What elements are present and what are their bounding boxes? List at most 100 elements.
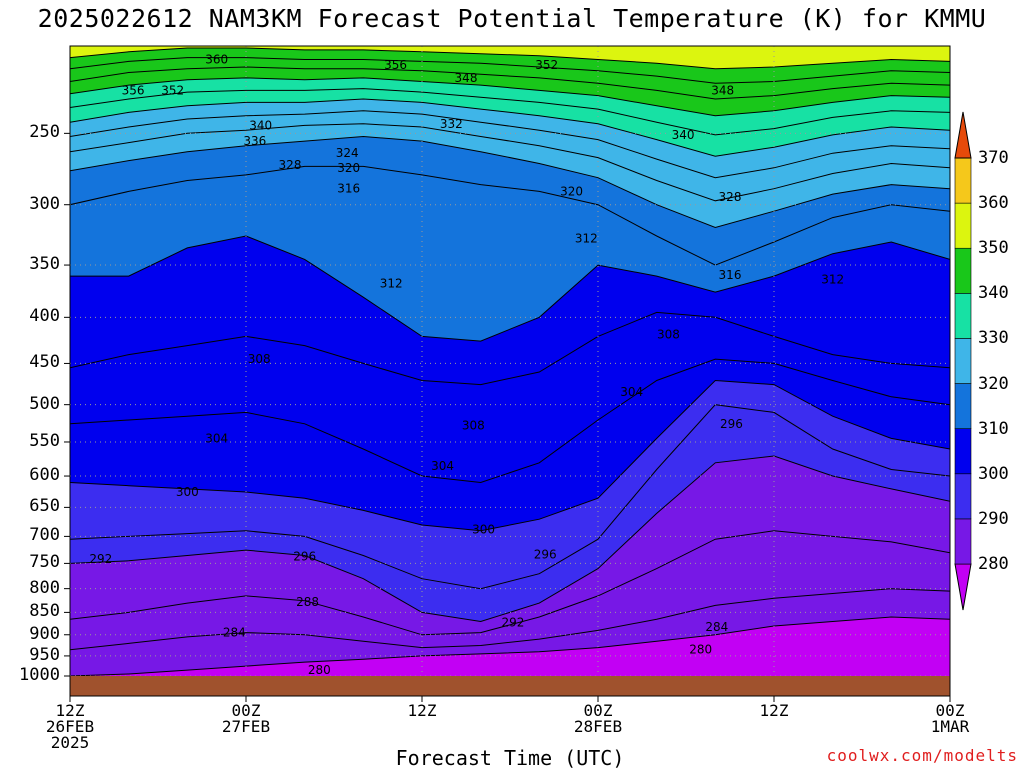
isentrope-352 (70, 47, 950, 70)
x-tick-label-12: 00Z 27FEB (201, 703, 291, 735)
isentrope-280 (70, 616, 950, 676)
y-tick-label-300: 300 (29, 193, 60, 214)
svg-text:304: 304 (620, 385, 643, 399)
x-tick-label-24: 12Z (377, 703, 467, 719)
y-tick-label-700: 700 (29, 525, 60, 546)
x-tick-label-line: 00Z (231, 701, 261, 720)
contour-label-17: 312 (575, 231, 598, 245)
isentrope-300 (70, 379, 950, 532)
x-tick-label-line: 00Z (935, 701, 965, 720)
contour-label-35: 284 (705, 620, 728, 634)
x-tick-label-line: 27FEB (221, 717, 271, 736)
contour-label-36: 284 (223, 626, 246, 640)
isentrope-340 (70, 77, 950, 117)
svg-text:292: 292 (501, 615, 524, 629)
svg-text:280: 280 (689, 643, 712, 657)
svg-text:340: 340 (249, 118, 272, 132)
contour-label-10: 336 (243, 134, 266, 148)
colorbar-label-320: 320 (978, 373, 1009, 394)
x-tick-label-line: 1MAR (930, 717, 970, 736)
svg-text:356: 356 (122, 83, 145, 97)
contour-label-27: 304 (431, 459, 454, 473)
contour-label-0: 360 (205, 52, 228, 66)
colorbar-segment-290 (954, 473, 972, 520)
colorbar-label-290: 290 (978, 508, 1009, 529)
colorbar-label-330: 330 (978, 328, 1009, 349)
source-credit: coolwx.com/modelts (826, 746, 1018, 765)
contour-label-19: 312 (380, 277, 403, 291)
colorbar-segment-330 (954, 293, 972, 339)
svg-text:356: 356 (384, 58, 407, 72)
isentrope-332 (70, 98, 950, 157)
contour-label-23: 304 (620, 385, 643, 399)
contour-label-12: 328 (279, 158, 302, 172)
svg-text:332: 332 (440, 117, 463, 131)
svg-text:316: 316 (719, 268, 742, 282)
contour-label-33: 288 (296, 595, 319, 609)
svg-text:320: 320 (560, 184, 583, 198)
y-tick-label-550: 550 (29, 430, 60, 451)
contour-label-34: 292 (501, 615, 524, 629)
y-tick-label-400: 400 (29, 306, 60, 327)
isentrope-308 (70, 311, 950, 386)
x-tick-label-line: 12Z (407, 701, 437, 720)
colorbar-lower-arrow (954, 563, 972, 611)
svg-text:320: 320 (337, 161, 360, 175)
contour-label-28: 300 (176, 485, 199, 499)
svg-text:308: 308 (248, 352, 271, 366)
contour-label-2: 352 (535, 58, 558, 72)
contour-label-13: 320 (337, 161, 360, 175)
svg-text:340: 340 (672, 128, 695, 142)
svg-text:284: 284 (223, 626, 246, 640)
colorbar-label-300: 300 (978, 463, 1009, 484)
contour-label-32: 292 (89, 552, 112, 566)
plot-frame (69, 45, 951, 697)
svg-text:296: 296 (293, 550, 316, 564)
x-tick-label-line: 28FEB (573, 717, 623, 736)
colorbar-label-360: 360 (978, 193, 1009, 214)
svg-text:348: 348 (711, 83, 734, 97)
x-axis-title: Forecast Time (UTC) (395, 746, 625, 770)
chart-title: 2025022612 NAM3KM Forecast Potential Tem… (37, 4, 987, 33)
contour-label-30: 296 (534, 547, 557, 561)
svg-text:284: 284 (705, 620, 728, 634)
isentrope-344 (70, 66, 950, 100)
theta-band-352 (70, 46, 950, 69)
isentrope-316 (70, 165, 950, 266)
contour-label-14: 316 (337, 182, 360, 196)
svg-text:312: 312 (821, 272, 844, 286)
svg-text:360: 360 (205, 52, 228, 66)
colorbar-segment-340 (954, 247, 972, 294)
isentrope-296 (70, 404, 950, 590)
contour-label-4: 356 (122, 83, 145, 97)
y-tick-label-650: 650 (29, 496, 60, 517)
contour-label-26: 304 (205, 431, 228, 445)
svg-text:304: 304 (431, 459, 454, 473)
contour-label-7: 340 (249, 118, 272, 132)
isentrope-328 (70, 110, 950, 179)
svg-text:324: 324 (336, 146, 359, 160)
svg-text:328: 328 (719, 190, 742, 204)
colorbar-label-340: 340 (978, 283, 1009, 304)
y-tick-label-800: 800 (29, 577, 60, 598)
svg-text:328: 328 (279, 158, 302, 172)
svg-text:308: 308 (462, 418, 485, 432)
x-tick-label-36: 00Z 28FEB (553, 703, 643, 735)
isentrope-324 (70, 123, 950, 202)
svg-text:304: 304 (205, 431, 228, 445)
contour-label-25: 308 (462, 418, 485, 432)
colorbar-segment-360 (954, 157, 972, 204)
colorbar-segment-320 (954, 338, 972, 384)
y-tick-label-850: 850 (29, 601, 60, 622)
y-tick-label-600: 600 (29, 465, 60, 486)
contour-label-18: 316 (719, 268, 742, 282)
colorbar-label-280: 280 (978, 554, 1009, 574)
ground-bar (70, 676, 950, 696)
contour-label-31: 296 (293, 550, 316, 564)
svg-text:296: 296 (720, 417, 743, 431)
x-tick-label-line: 12Z (759, 701, 789, 720)
contour-label-6: 348 (711, 83, 734, 97)
colorbar-label-310: 310 (978, 418, 1009, 439)
colorbar-segment-280 (954, 518, 972, 565)
